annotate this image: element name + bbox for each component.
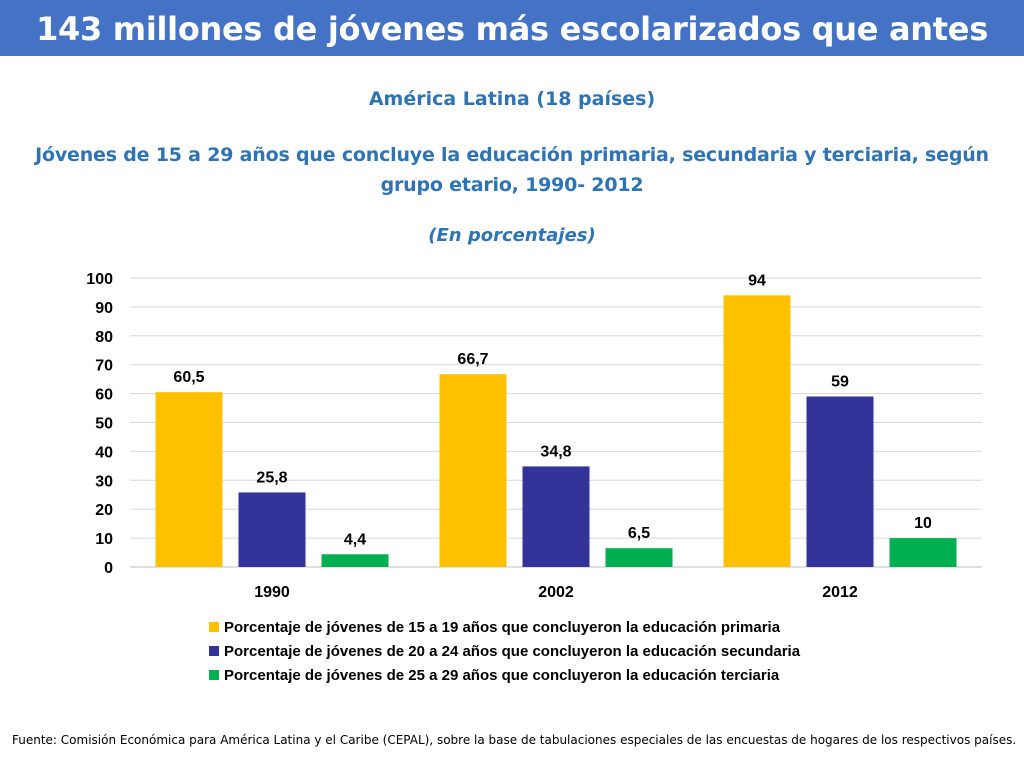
y-tick-label: 20 — [95, 502, 113, 519]
bar — [238, 492, 306, 567]
y-tick-label: 10 — [95, 531, 113, 548]
bar — [321, 554, 389, 567]
bar-chart: 0 10 20 30 40 50 60 70 80 90 100 60,5 25,8 4,4 1990 66,… — [86, 271, 982, 684]
y-tick-label: 40 — [95, 444, 113, 461]
y-tick-label: 80 — [95, 329, 113, 346]
data-label: 59 — [831, 373, 849, 390]
data-label: 60,5 — [173, 369, 204, 386]
data-label: 10 — [914, 515, 932, 532]
data-label: 94 — [748, 272, 766, 289]
source-note: Fuente: Comisión Económica para América … — [12, 733, 1017, 747]
data-label: 6,5 — [628, 525, 650, 542]
bar — [889, 538, 957, 567]
y-tick-label: 0 — [104, 560, 113, 577]
data-label: 34,8 — [540, 443, 571, 460]
legend-label: Porcentaje de jóvenes de 25 a 29 años qu… — [224, 667, 780, 684]
y-tick-label: 60 — [95, 387, 113, 404]
bar — [439, 374, 507, 567]
y-tick-label: 50 — [95, 416, 113, 433]
y-tick-label: 90 — [95, 300, 113, 317]
y-tick-label: 30 — [95, 473, 113, 490]
x-tick-label: 2012 — [822, 584, 858, 601]
y-tick-label: 70 — [95, 358, 113, 375]
legend-swatch — [209, 622, 219, 632]
data-label: 4,4 — [344, 531, 366, 548]
legend-swatch — [209, 646, 219, 656]
data-label: 25,8 — [256, 469, 287, 486]
bar — [806, 396, 874, 567]
data-label: 66,7 — [457, 351, 488, 368]
legend-swatch — [209, 670, 219, 680]
units-note: (En porcentajes) — [428, 225, 596, 246]
y-tick-label: 100 — [86, 271, 113, 288]
bar — [605, 548, 673, 567]
x-tick-label: 1990 — [254, 584, 290, 601]
legend-label: Porcentaje de jóvenes de 20 a 24 años qu… — [224, 643, 801, 660]
legend-label: Porcentaje de jóvenes de 15 a 19 años qu… — [224, 619, 781, 636]
region-subtitle: América Latina (18 países) — [368, 88, 656, 110]
bar — [155, 392, 223, 567]
chart-subtitle: Jóvenes de 15 a 29 años que concluye la … — [35, 144, 989, 196]
bar — [522, 466, 590, 567]
bar — [723, 295, 791, 567]
page-title: 143 millones de jóvenes más escolarizado… — [0, 0, 1024, 56]
x-tick-label: 2002 — [538, 584, 574, 601]
